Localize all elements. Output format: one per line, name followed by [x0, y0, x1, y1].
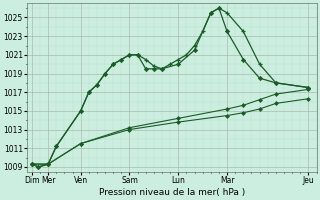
X-axis label: Pression niveau de la mer( hPa ): Pression niveau de la mer( hPa ) [99, 188, 245, 197]
